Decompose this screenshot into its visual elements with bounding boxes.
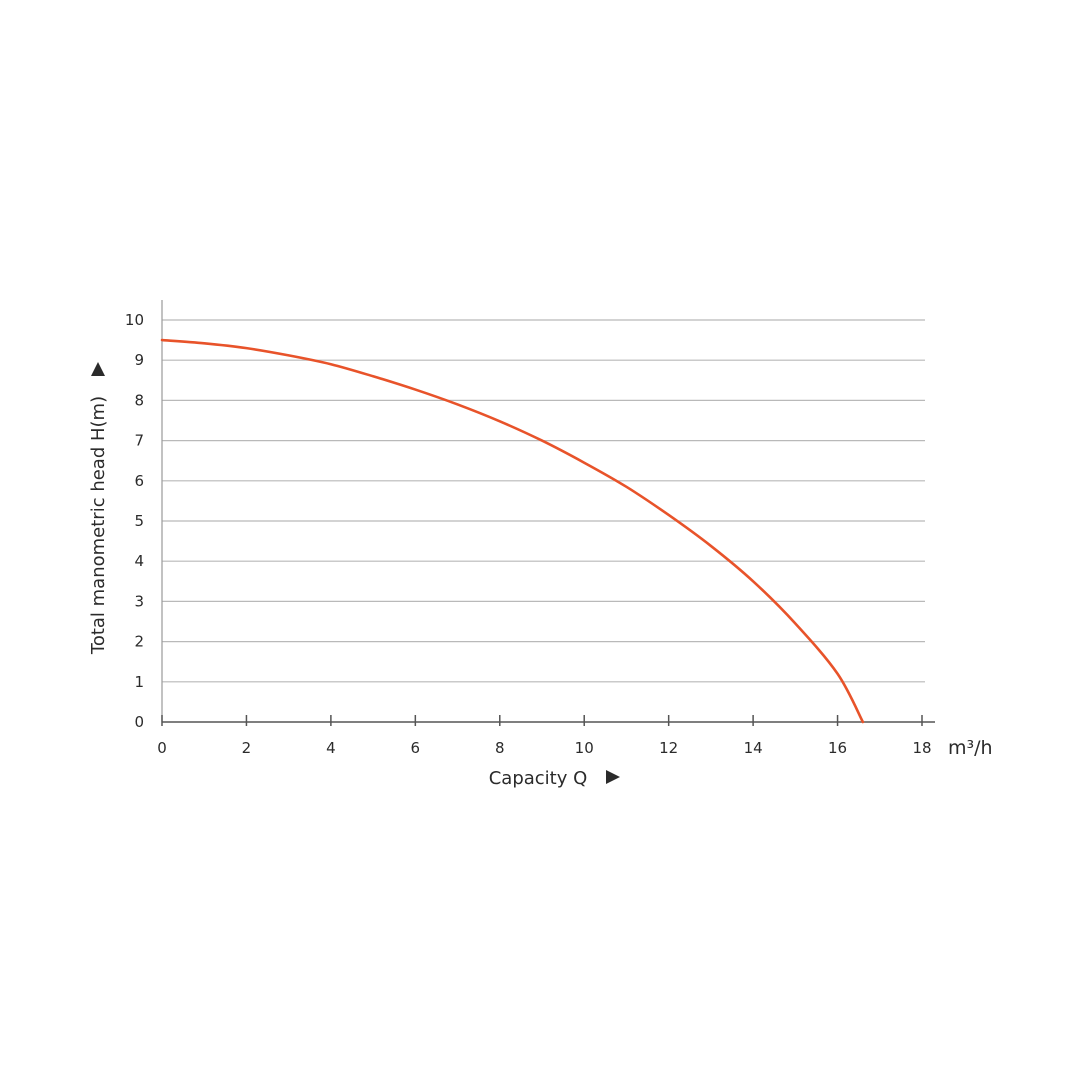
x-axis-title-group: Capacity Q	[489, 768, 620, 789]
x-tick-label: 4	[326, 739, 336, 757]
series	[160, 338, 865, 724]
y-tick-label: 2	[134, 633, 144, 651]
x-tick-label: 0	[157, 739, 167, 757]
x-tick-label: 2	[242, 739, 252, 757]
y-tick-label: 1	[134, 673, 144, 691]
x-tick-label: 8	[495, 739, 505, 757]
y-axis-title: Total manometric head H(m)	[88, 396, 109, 655]
y-tick-label: 3	[134, 592, 144, 610]
series-line	[160, 338, 865, 724]
x-tick-label: 14	[744, 739, 763, 757]
x-ticks: 0 2 4 6 8 10 12 14 16 18	[157, 715, 932, 757]
y-tick-label: 10	[125, 311, 144, 329]
y-tick-label: 7	[134, 432, 144, 450]
x-tick-label: 18	[912, 739, 931, 757]
y-axis-arrow-icon	[91, 362, 105, 376]
y-axis-title-group: Total manometric head H(m)	[88, 362, 109, 655]
grid-lines	[162, 319, 925, 683]
y-ticks: 0 1 2 3 4 5 6 7 8 9 10	[125, 311, 144, 731]
x-axis-arrow-icon	[606, 770, 620, 784]
x-tick-label: 12	[659, 739, 678, 757]
axes	[161, 300, 935, 723]
y-tick-label: 9	[134, 351, 144, 369]
x-tick-label: 6	[411, 739, 421, 757]
x-axis-title: Capacity Q	[489, 768, 588, 789]
y-tick-label: 4	[134, 552, 144, 570]
y-tick-label: 8	[134, 391, 144, 409]
y-tick-label: 5	[134, 512, 144, 530]
x-unit-label: m³/h	[948, 737, 993, 759]
x-tick-label: 16	[828, 739, 847, 757]
x-tick-label: 10	[575, 739, 594, 757]
y-tick-label: 6	[134, 472, 144, 490]
y-tick-label: 0	[134, 713, 144, 731]
